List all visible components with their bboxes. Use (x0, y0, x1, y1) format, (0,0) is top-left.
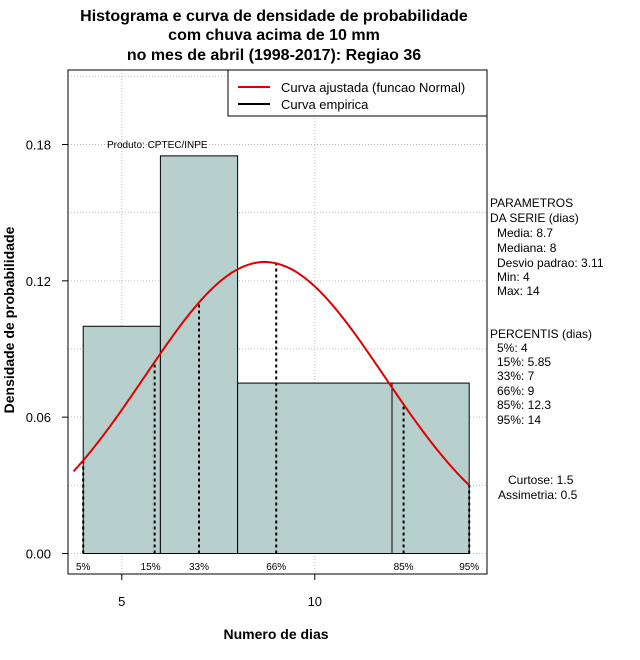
legend-label: Curva ajustada (funcao Normal) (281, 80, 465, 95)
percentile-label: 15% (141, 562, 161, 573)
histogram-bar (237, 382, 393, 555)
percentile-label: 85% (394, 562, 414, 573)
histogram-bar (82, 325, 161, 554)
percentis-line: 85%: 12.3 (497, 398, 552, 412)
x-tick-label: 5 (118, 594, 125, 609)
parametros-line: Media: 8.7 (497, 226, 554, 240)
x-axis-title: Numero de dias (223, 626, 328, 642)
x-tick-label: 10 (308, 594, 322, 609)
y-tick-label: 0.18 (26, 138, 51, 153)
y-tick-label: 0.00 (26, 547, 51, 562)
chart-title-line-3: no mes de abril (1998-2017): Regiao 36 (126, 47, 422, 64)
percentile-label: 95% (459, 562, 479, 573)
percentis-line: 33%: 7 (497, 369, 535, 383)
chart-title-line-2: com chuva acima de 10 mm (168, 27, 380, 44)
percentis-line: 15%: 5.85 (497, 355, 552, 369)
product-annotation: Produto: CPTEC/INPE (107, 140, 208, 151)
y-tick-label: 0.06 (26, 410, 51, 425)
parametros-line: Min: 4 (497, 270, 530, 284)
percentile-label: 5% (76, 562, 91, 573)
curtose-text: Curtose: 1.5 (508, 473, 574, 487)
parametros-line: Desvio padrao: 3.11 (497, 256, 604, 270)
percentis-line: 66%: 9 (497, 384, 535, 398)
percentile-label: 66% (266, 562, 286, 573)
legend-box (227, 69, 488, 117)
legend-label: Curva empirica (281, 97, 369, 112)
parametros-heading: PARAMETROS DA SERIE (dias) (490, 196, 579, 225)
assimetria-text: Assimetria: 0.5 (498, 488, 578, 502)
chart-title-line-1: Histograma e curva de densidade de proba… (80, 8, 468, 25)
y-tick-label: 0.12 (26, 274, 51, 289)
y-axis-title: Densidade de probabilidade (1, 226, 17, 413)
percentis-line: 95%: 14 (497, 413, 542, 427)
percentis-heading: PERCENTIS (dias) (490, 327, 593, 341)
percentile-label: 33% (189, 562, 209, 573)
parametros-line: Mediana: 8 (497, 241, 557, 255)
percentis-line: 5%: 4 (497, 341, 528, 355)
normal-fit-curve (72, 261, 470, 486)
parametros-line: Max: 14 (497, 284, 540, 298)
